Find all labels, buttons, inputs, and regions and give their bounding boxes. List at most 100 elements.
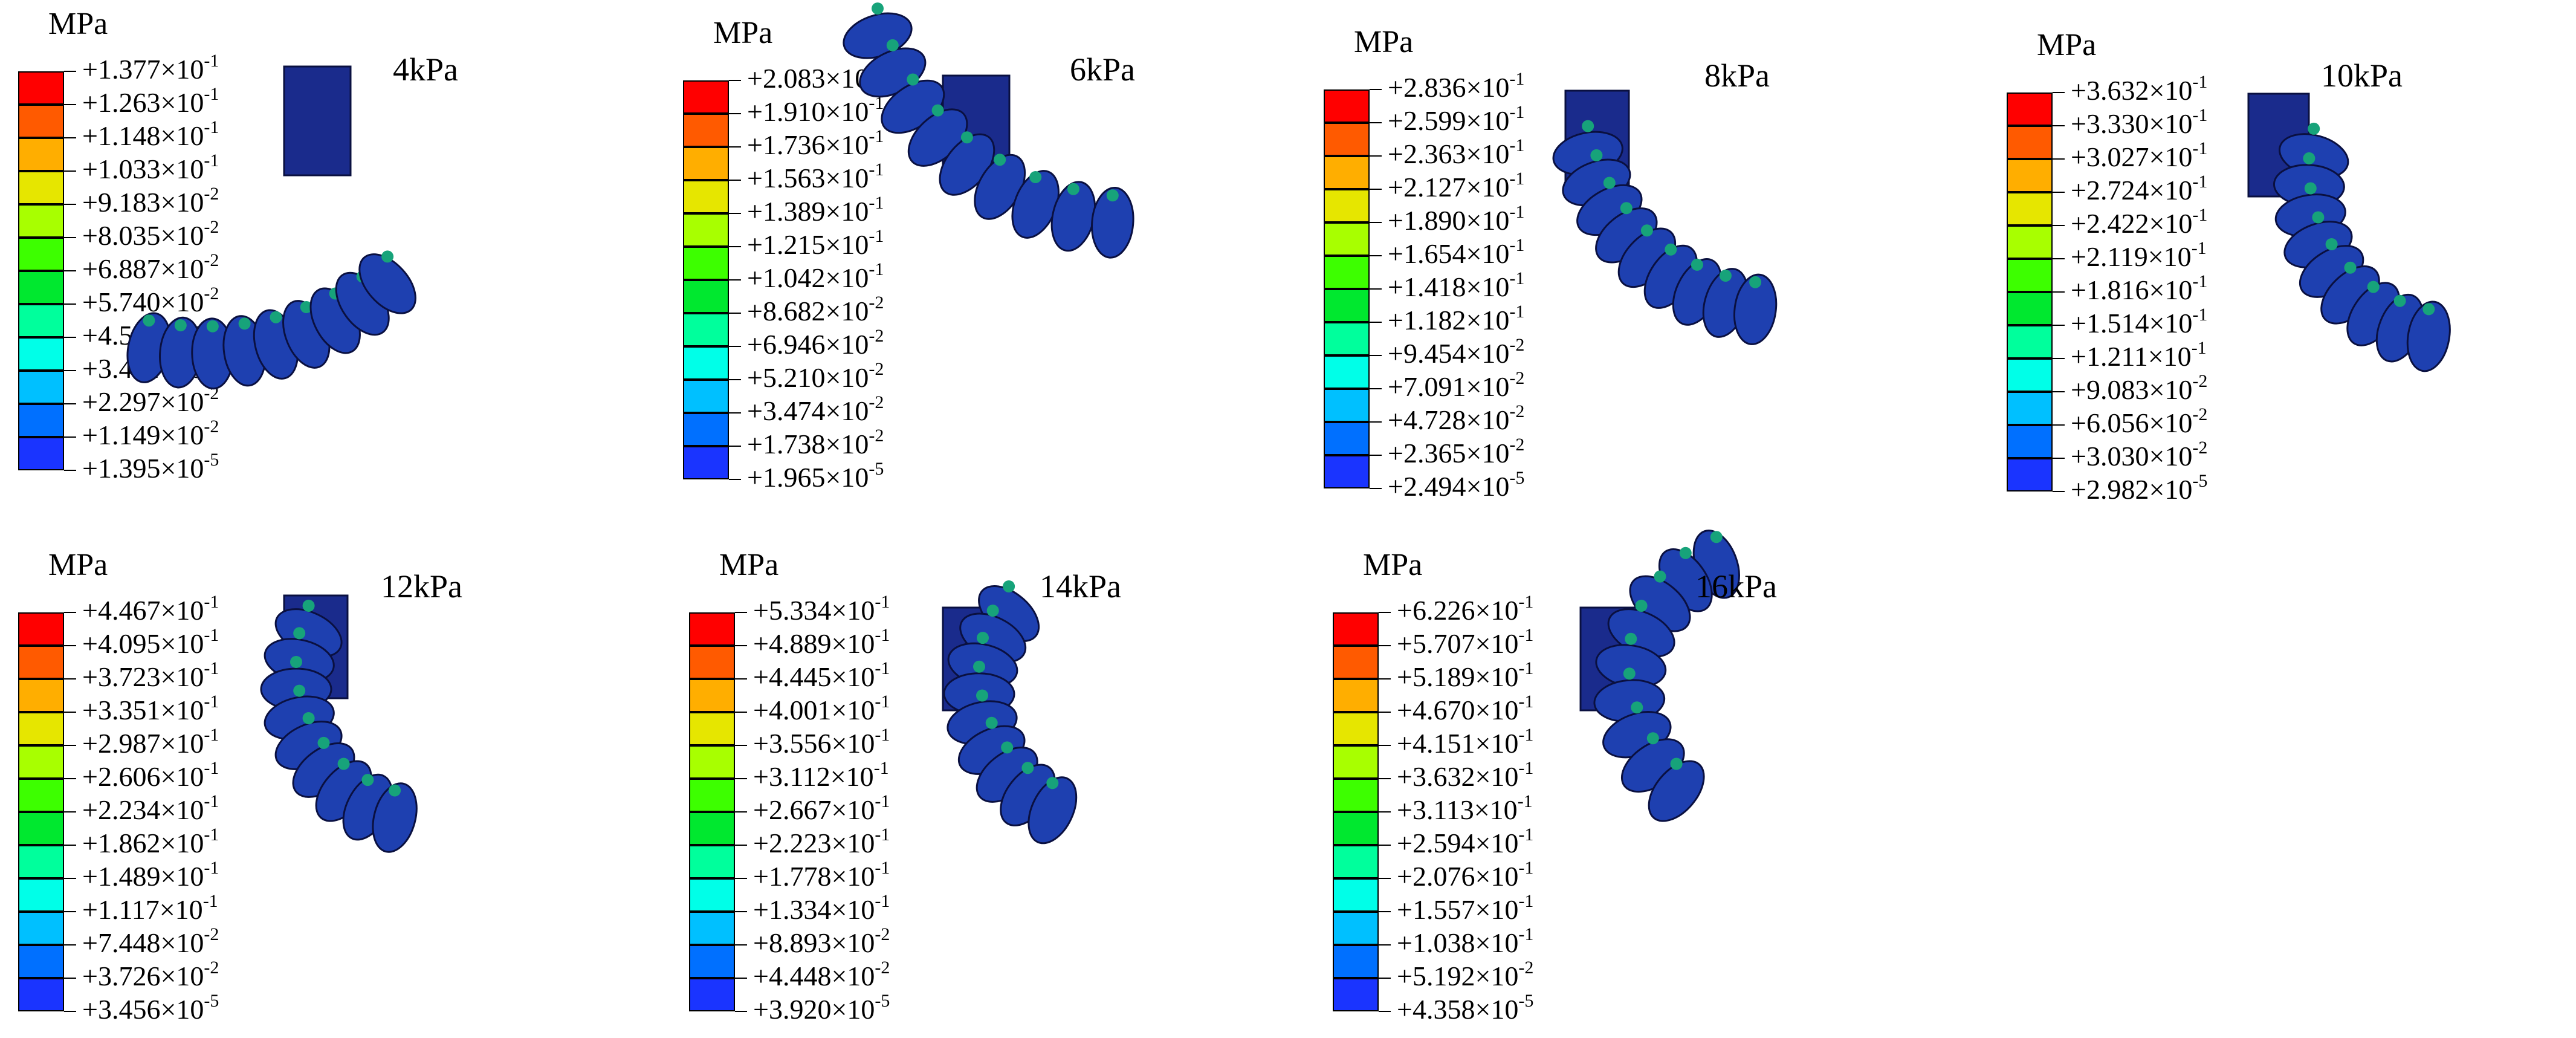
unit-label: MPa <box>48 7 108 41</box>
colorbar-tick <box>64 71 76 72</box>
colorbar-swatch <box>18 612 64 646</box>
value-mantissa: +2.234×10 <box>82 794 204 825</box>
colorbar-swatch <box>1324 422 1370 455</box>
colorbar-tick <box>1379 612 1391 613</box>
value-mantissa: +5.192×10 <box>1397 961 1519 991</box>
value-exponent: -2 <box>875 958 890 978</box>
value-exponent: -1 <box>875 725 890 745</box>
colorbar-swatch <box>683 213 729 247</box>
colorbar-swatch <box>1324 156 1370 189</box>
actuator-stress-band <box>2367 281 2380 293</box>
value-exponent: -2 <box>1509 401 1525 421</box>
colorbar-swatch <box>18 878 64 912</box>
actuator-stress-band <box>1029 171 1042 183</box>
colorbar-tick <box>64 845 76 846</box>
colorbar-value: +1.377×10-1 <box>82 52 219 85</box>
colorbar-swatch <box>1333 812 1379 845</box>
value-mantissa: +9.183×10 <box>82 187 204 218</box>
value-exponent: -2 <box>869 359 884 379</box>
colorbar-tick <box>1370 155 1382 157</box>
value-mantissa: +3.723×10 <box>82 661 204 692</box>
colorbar-tick <box>1370 189 1382 190</box>
colorbar-swatch <box>18 978 64 1011</box>
colorbar-value: +3.030×10-2 <box>2071 438 2208 472</box>
value-mantissa: +2.982×10 <box>2071 474 2193 505</box>
actuator-stress-band <box>206 320 219 332</box>
colorbar-swatch <box>2007 192 2053 225</box>
pressure-label: 10kPa <box>2321 57 2403 94</box>
pressure-label: 14kPa <box>1040 568 1121 605</box>
actuator-stress-band <box>293 684 306 697</box>
colorbar-tick <box>1370 421 1382 423</box>
value-mantissa: +2.127×10 <box>1388 172 1510 203</box>
colorbar-value: +3.456×10-5 <box>82 991 219 1025</box>
colorbar-swatch <box>1333 745 1379 779</box>
value-mantissa: +9.454×10 <box>1388 338 1510 369</box>
colorbar-swatch <box>689 712 735 745</box>
unit-label: MPa <box>713 16 773 50</box>
colorbar-tick <box>729 446 741 447</box>
actuator-stress-band <box>994 154 1006 166</box>
colorbar-tick <box>1370 122 1382 123</box>
colorbar-tick <box>1379 944 1391 946</box>
actuator-stress-band <box>300 301 312 313</box>
colorbar-value: +1.263×10-1 <box>82 85 219 118</box>
actuator-stress-band <box>931 104 944 117</box>
value-mantissa: +1.557×10 <box>1397 894 1519 925</box>
colorbar-tick <box>1370 488 1382 489</box>
value-exponent: -1 <box>1509 202 1525 222</box>
stress-colorbar: +2.083×10-1+1.910×10-1+1.736×10-1+1.563×… <box>683 61 884 493</box>
colorbar-tick <box>2053 291 2065 293</box>
colorbar-swatch <box>18 105 64 138</box>
colorbar-tick <box>2053 158 2065 160</box>
value-mantissa: +2.223×10 <box>753 828 875 858</box>
colorbar-tick <box>1379 878 1391 879</box>
colorbar-value: +2.076×10-1 <box>1397 859 1533 892</box>
colorbar-tick <box>64 403 76 404</box>
value-exponent: -2 <box>875 924 890 944</box>
value-mantissa: +3.920×10 <box>753 994 875 1025</box>
value-mantissa: +2.667×10 <box>753 794 875 825</box>
colorbar-swatch <box>2007 358 2053 392</box>
colorbar-value: +1.211×10-1 <box>2071 339 2207 372</box>
value-exponent: -2 <box>2192 438 2208 458</box>
colorbar-value: +3.113×10-1 <box>1397 793 1533 825</box>
colorbar-tick <box>64 745 76 746</box>
colorbar-swatch <box>689 612 735 646</box>
colorbar-value: +5.210×10-2 <box>747 360 884 393</box>
actuator-chamber <box>372 782 418 853</box>
colorbar-value: +5.334×10-1 <box>753 593 890 626</box>
colorbar-tick <box>735 645 747 646</box>
value-mantissa: +5.740×10 <box>82 287 204 317</box>
colorbar-tick <box>1379 645 1391 646</box>
unit-label: MPa <box>1363 548 1423 582</box>
colorbar-value: +4.728×10-2 <box>1388 403 1524 435</box>
value-mantissa: +1.514×10 <box>2071 308 2193 339</box>
value-exponent: -1 <box>1509 302 1525 322</box>
value-mantissa: +5.189×10 <box>1397 661 1519 692</box>
colorbar-swatch <box>18 679 64 712</box>
value-mantissa: +1.042×10 <box>747 262 869 293</box>
colorbar-tick <box>1379 911 1391 912</box>
value-exponent: -5 <box>204 991 219 1011</box>
colorbar-swatch <box>689 745 735 779</box>
value-mantissa: +3.726×10 <box>82 961 204 991</box>
colorbar-tick <box>729 246 741 247</box>
colorbar-swatch <box>1324 322 1370 355</box>
colorbar-tick <box>2053 258 2065 259</box>
actuator-stress-band <box>337 757 350 770</box>
colorbar-swatch <box>2007 225 2053 259</box>
colorbar-tick <box>735 778 747 779</box>
colorbar-value: +3.027×10-1 <box>2071 140 2207 172</box>
value-exponent: -1 <box>204 84 219 104</box>
value-exponent: -1 <box>204 625 219 645</box>
colorbar-swatch <box>18 945 64 978</box>
colorbar-value: +1.038×10-1 <box>1397 926 1533 958</box>
colorbar-value: +4.467×10-1 <box>82 593 219 626</box>
value-mantissa: +5.334×10 <box>753 595 875 626</box>
colorbar-value: +2.594×10-1 <box>1397 826 1533 858</box>
value-mantissa: +3.632×10 <box>2071 75 2193 106</box>
colorbar-value: +1.033×10-1 <box>82 152 219 184</box>
colorbar-swatch <box>1333 912 1379 945</box>
colorbar-value: +1.654×10-1 <box>1388 236 1524 269</box>
